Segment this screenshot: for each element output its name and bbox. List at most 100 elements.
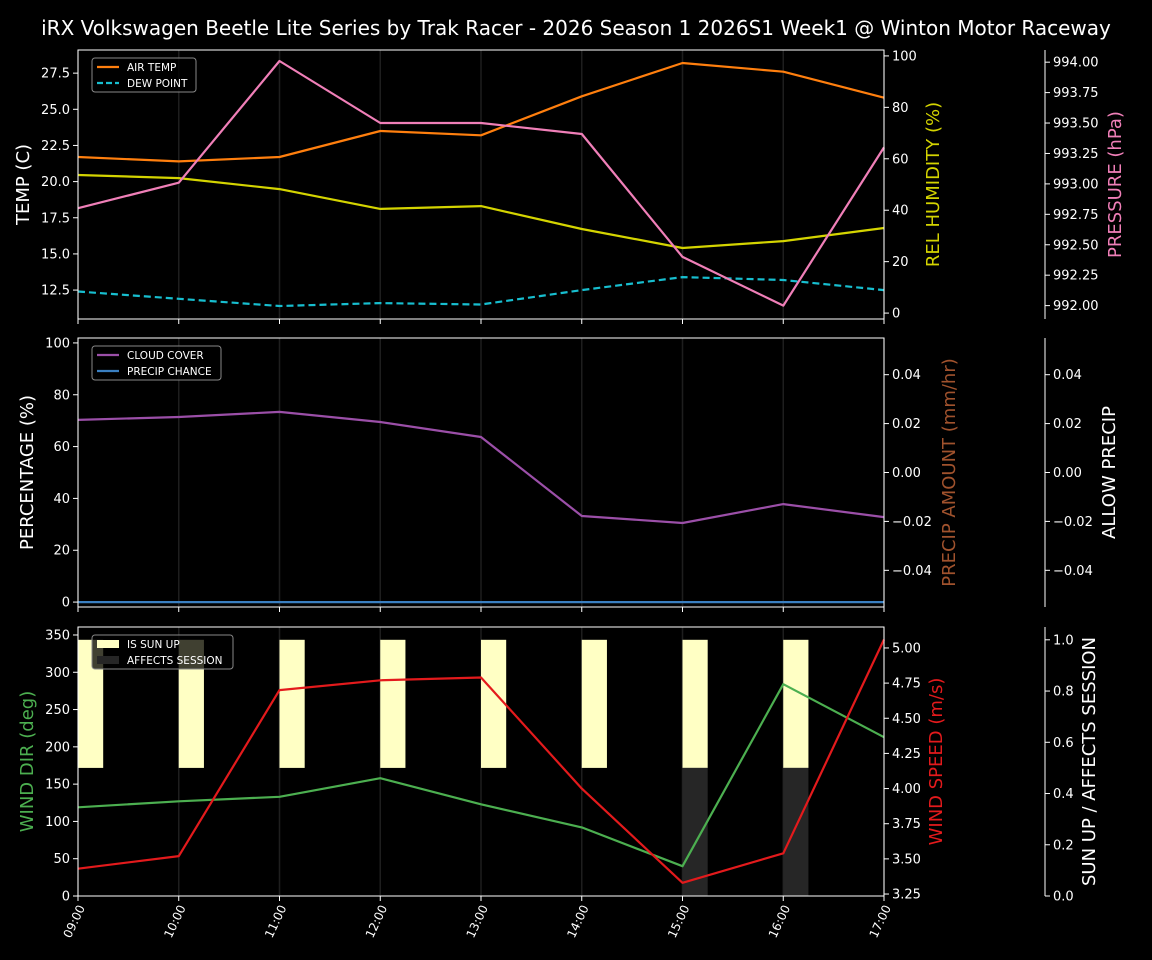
left-axis-label: TEMP (C) xyxy=(13,144,34,226)
legend-label: IS SUN UP xyxy=(127,639,180,651)
legend-label: CLOUD COVER xyxy=(127,350,204,362)
right-tick-label: 80 xyxy=(892,101,909,116)
x-tick-label: 13:00 xyxy=(464,903,491,940)
bar-is-sun-up xyxy=(682,639,708,768)
left-axis-label: WIND DIR (deg) xyxy=(17,691,38,833)
left-tick-label: 22.5 xyxy=(41,139,70,154)
left-tick-label: 200 xyxy=(45,740,70,755)
left-tick-label: 12.5 xyxy=(41,284,70,299)
right-tick-label: 0.04 xyxy=(892,368,921,383)
right-axis-label: REL HUMIDITY (%) xyxy=(923,102,944,267)
left-tick-label: 80 xyxy=(53,388,70,403)
legend-swatch xyxy=(97,640,119,648)
right2-tick-label: 992.00 xyxy=(1053,299,1099,314)
panel-2: 0 20 40 60 80 100 PERCENTAGE (%) −0.04 −0.02 0.00… xyxy=(17,336,1120,612)
left-tick-label: 20.0 xyxy=(41,175,70,190)
left-tick-label: 27.5 xyxy=(41,67,70,82)
right2-axis-label: SUN UP / AFFECTS SESSION xyxy=(1079,637,1100,886)
bar-is-sun-up xyxy=(279,639,305,768)
left-tick-label: 100 xyxy=(45,815,70,830)
bar-affects-session xyxy=(783,767,809,896)
legend-label: DEW POINT xyxy=(127,78,188,90)
x-tick-label: 14:00 xyxy=(564,903,591,940)
right2-tick-label: 994.00 xyxy=(1053,56,1099,71)
bar-affects-session xyxy=(682,767,708,896)
bar-is-sun-up xyxy=(481,639,507,768)
right-tick-label: 4.00 xyxy=(892,782,921,797)
left-tick-label: 250 xyxy=(45,703,70,718)
right-axis-label: WIND SPEED (m/s) xyxy=(926,678,947,846)
x-tick-label: 09:00 xyxy=(61,903,88,940)
right2-tick-label: 993.50 xyxy=(1053,117,1099,132)
legend: IS SUN UP AFFECTS SESSION xyxy=(91,634,234,670)
right2-tick-label: 0.4 xyxy=(1053,787,1074,802)
legend: CLOUD COVER PRECIP CHANCE xyxy=(91,345,222,381)
left-tick-label: 150 xyxy=(45,778,70,793)
x-tick-label: 12:00 xyxy=(363,903,390,940)
right-tick-label: 4.25 xyxy=(892,747,921,762)
right2-tick-label: 993.00 xyxy=(1053,177,1099,192)
x-tick-label: 17:00 xyxy=(867,903,894,940)
bar-is-sun-up xyxy=(581,639,607,768)
left-tick-label: 40 xyxy=(53,492,70,507)
left-tick-label: 17.5 xyxy=(41,211,70,226)
right-tick-label: 20 xyxy=(892,255,909,270)
right-tick-label: 0.00 xyxy=(892,466,921,481)
right2-axis-label: ALLOW PRECIP xyxy=(1099,406,1120,539)
left-tick-label: 25.0 xyxy=(41,103,70,118)
right-tick-label: 3.75 xyxy=(892,817,921,832)
right-tick-label: 3.25 xyxy=(892,888,921,903)
left-tick-label: 50 xyxy=(53,852,70,867)
right2-tick-label: 992.75 xyxy=(1053,208,1099,223)
right2-tick-label: 0.0 xyxy=(1053,890,1074,905)
right2-tick-label: 0.6 xyxy=(1053,736,1074,751)
left-tick-label: 350 xyxy=(45,628,70,643)
x-tick-label: 16:00 xyxy=(766,903,793,940)
legend-box xyxy=(91,345,222,381)
panel-1: 12.5 15.0 17.5 20.0 22.5 25.0 27.5 TEMP (C) 0 20 4… xyxy=(13,49,1126,324)
right2-tick-label: 1.0 xyxy=(1053,633,1074,648)
right-tick-label: 4.50 xyxy=(892,712,921,727)
right2-tick-label: 993.75 xyxy=(1053,86,1099,101)
x-tick-label: 10:00 xyxy=(161,903,188,940)
right-tick-label: 0 xyxy=(892,307,900,322)
left-axis-label: PERCENTAGE (%) xyxy=(17,395,38,550)
right-tick-label: 4.75 xyxy=(892,677,921,692)
right2-tick-label: 0.04 xyxy=(1053,368,1082,383)
right2-tick-label: 0.02 xyxy=(1053,417,1082,432)
right2-tick-label: −0.04 xyxy=(1053,564,1093,579)
panel-3: 0 50 100 150 200 250 300 350 WIND DIR (deg) 3.25 3… xyxy=(17,626,1100,940)
right-tick-label: 0.02 xyxy=(892,417,921,432)
legend-box xyxy=(91,634,234,670)
left-tick-label: 20 xyxy=(53,544,70,559)
right2-tick-label: 992.25 xyxy=(1053,269,1099,284)
right2-tick-label: 992.50 xyxy=(1053,238,1099,253)
right-tick-label: 100 xyxy=(892,49,917,64)
legend-label: AFFECTS SESSION xyxy=(127,655,223,667)
left-tick-label: 0 xyxy=(62,890,70,905)
left-tick-label: 100 xyxy=(45,336,70,351)
right2-tick-label: 0.8 xyxy=(1053,685,1074,700)
bar-is-sun-up xyxy=(783,639,809,768)
right2-tick-label: −0.02 xyxy=(1053,515,1093,530)
right2-axis-label: PRESSURE (hPa) xyxy=(1105,111,1126,258)
right2-tick-label: 0.00 xyxy=(1053,466,1082,481)
legend-swatch xyxy=(97,656,119,664)
right-tick-label: −0.04 xyxy=(892,564,932,579)
right-tick-label: 40 xyxy=(892,204,909,219)
right-tick-label: −0.02 xyxy=(892,515,932,530)
x-tick-label: 11:00 xyxy=(262,903,289,940)
right-axis-label: PRECIP AMOUNT (mm/hr) xyxy=(939,358,960,587)
right-tick-label: 60 xyxy=(892,152,909,167)
right-tick-label: 3.50 xyxy=(892,852,921,867)
left-tick-label: 0 xyxy=(62,596,70,611)
right2-tick-label: 0.2 xyxy=(1053,838,1074,853)
legend-label: AIR TEMP xyxy=(127,62,176,74)
left-tick-label: 300 xyxy=(45,666,70,681)
bar-is-sun-up xyxy=(380,639,406,768)
series-line-dew-point xyxy=(77,276,885,308)
x-tick-label: 15:00 xyxy=(665,903,692,940)
chart-title: iRX Volkswagen Beetle Lite Series by Tra… xyxy=(41,16,1111,40)
right-tick-label: 5.00 xyxy=(892,641,921,656)
